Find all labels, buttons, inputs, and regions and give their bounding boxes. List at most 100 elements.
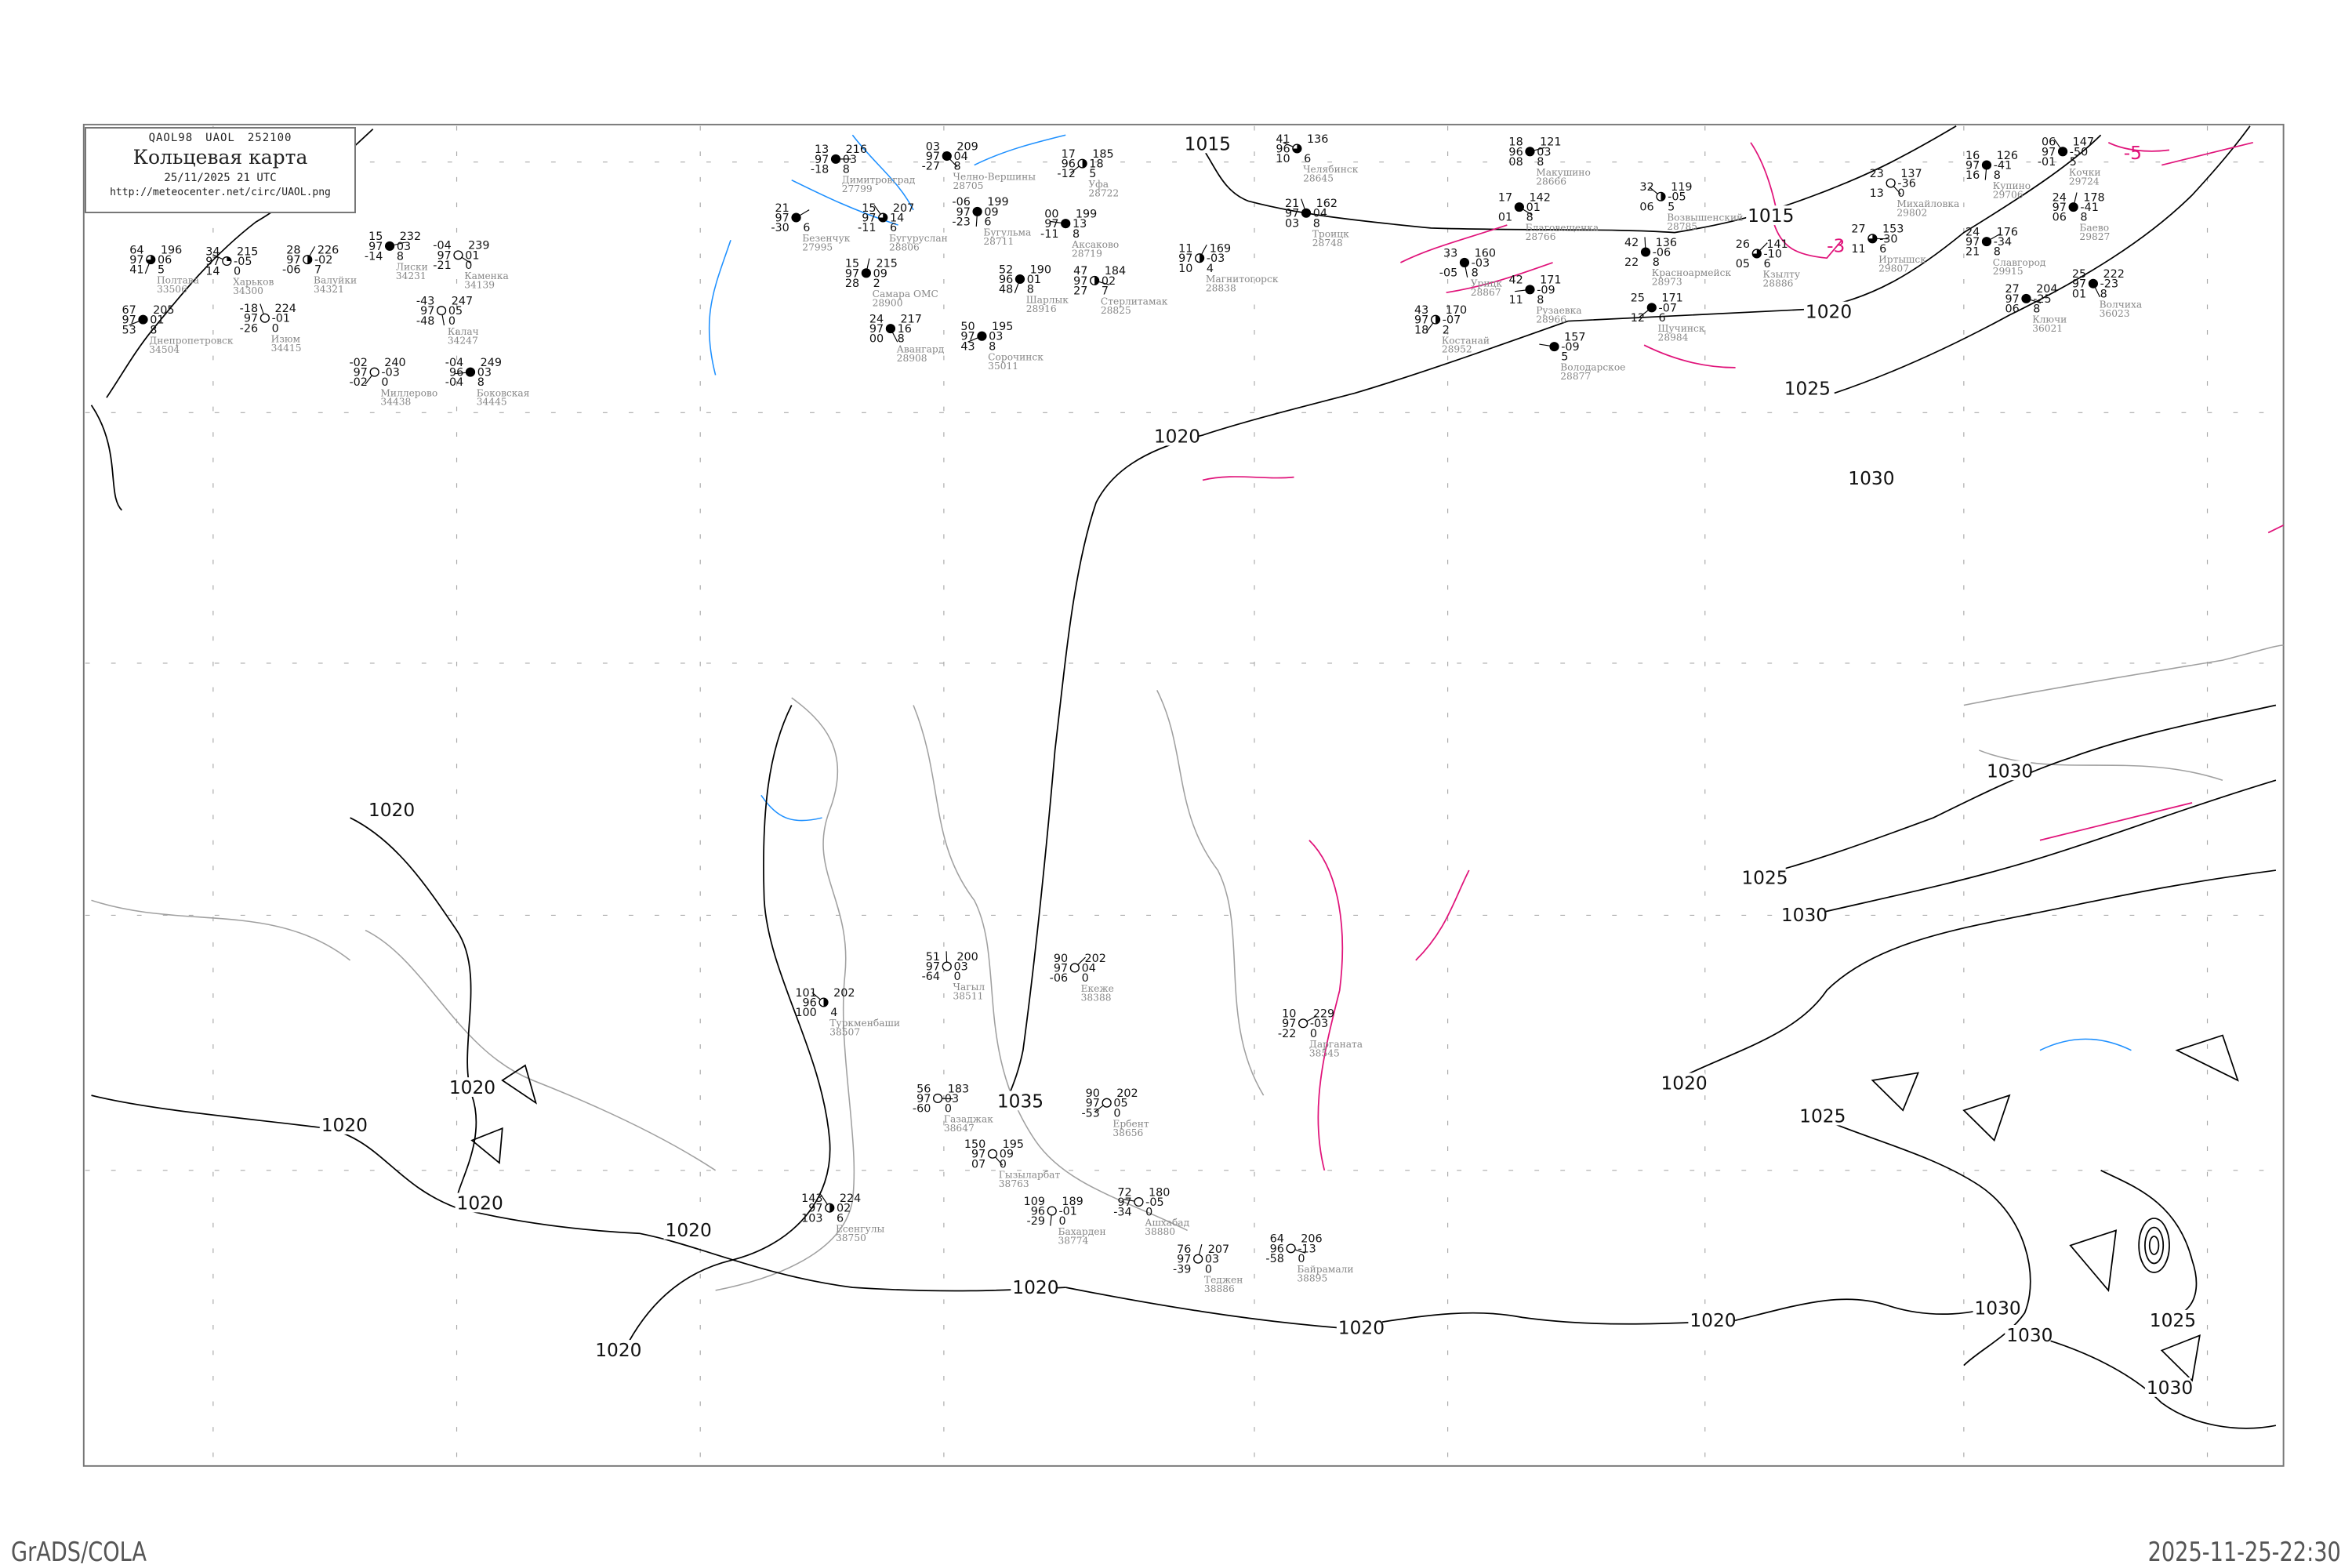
station-value-ml: 97 (956, 206, 971, 219)
station-id: 34445 (477, 397, 507, 408)
station-value-bl: 16 (1965, 169, 1980, 182)
station-value-tl: 32 (1639, 181, 1653, 194)
cloud-cover-fill (1661, 192, 1665, 201)
station-value-tr: 202 (1116, 1087, 1138, 1100)
station-name: Екеже (1081, 983, 1114, 994)
station-value-tl: -18 (240, 303, 258, 315)
isobar-label-bg (1182, 133, 1229, 154)
station-value-ml: 97 (205, 256, 220, 268)
station-value-br: 6 (890, 222, 897, 234)
isotherms (1202, 141, 2285, 1171)
station-value-mr: -41 (1994, 160, 2012, 172)
station-value-br: 7 (314, 264, 321, 277)
cloud-cover-fill (1752, 249, 1762, 258)
station-value-br: 0 (465, 260, 472, 272)
station-value-mr: -06 (1653, 247, 1671, 260)
station-value-br: 0 (1082, 972, 1089, 985)
station-id: 28785 (1667, 221, 1697, 232)
station-value-mr: 13 (1073, 218, 1087, 230)
station-name: Рузаевка (1536, 305, 1581, 316)
station-value-mr: -05 (1668, 191, 1686, 204)
station-name: Троицк (1312, 228, 1349, 239)
cloud-cover-fill (1526, 285, 1534, 294)
station-value-br: 5 (1561, 351, 1568, 364)
coastlines (91, 644, 2284, 1291)
cloud-cover-fill (1460, 258, 1469, 267)
station-value-tl: 109 (1024, 1196, 1045, 1208)
cloud-cover-circle (436, 306, 447, 316)
station-value-ml: 97 (1117, 1196, 1131, 1209)
cloud-cover-fill (1061, 219, 1070, 228)
station-id: 29915 (1993, 266, 2024, 277)
isobar-label: 1030 (2147, 1378, 2193, 1399)
station-name: Авангард (897, 344, 945, 355)
station-value-mr: 02 (1102, 275, 1116, 288)
station-id: 28722 (1088, 188, 1119, 199)
station-value-br: 8 (1027, 284, 1034, 296)
station-value-tr: 240 (384, 357, 405, 369)
station-value-br: 2 (1443, 324, 1450, 336)
isotherm-label: -3 (1827, 237, 1845, 257)
station-value-tr: 224 (274, 303, 296, 315)
station-value-bl: 11 (1508, 294, 1523, 307)
station-value-ml: 96 (449, 367, 463, 379)
isobar-label-bg (1985, 760, 2031, 781)
station-name: Днепропетровск (149, 335, 234, 346)
station-value-br: 6 (984, 216, 991, 229)
station-name: Михайловка (1896, 198, 1959, 209)
station-value-ml: 97 (286, 254, 300, 267)
isobar-label-bg (1336, 1317, 1383, 1338)
station-id: 28825 (1101, 305, 1131, 316)
station-name: Теджен (1204, 1274, 1243, 1285)
station-value-ml: 97 (926, 151, 940, 163)
cloud-cover-circle (1298, 1018, 1308, 1029)
station-id: 38774 (1058, 1236, 1089, 1247)
station-value-ml: 97 (2072, 278, 2086, 291)
station-value-ml: 97 (1178, 252, 1192, 265)
station-id: 34415 (271, 343, 302, 354)
station-value-ml: 97 (2042, 146, 2056, 158)
station-value-tr: 147 (2073, 136, 2094, 149)
station-value-tl: -43 (416, 296, 434, 308)
station-value-tl: 28 (286, 245, 300, 257)
station-name: Лиски (396, 262, 428, 273)
station-value-bl: 07 (971, 1158, 985, 1171)
lat-lon-grid (85, 125, 2282, 1465)
station-value-mr: 03 (397, 241, 411, 253)
station-id: 28867 (1471, 287, 1501, 298)
isobar-label: 1030 (1987, 762, 2033, 782)
station-value-tl: 24 (869, 314, 884, 326)
station-value-bl: 12 (1631, 312, 1645, 325)
station-name: Безенчук (802, 233, 851, 244)
station-name: Есенгулы (836, 1223, 885, 1234)
station-value-tl: 143 (801, 1192, 822, 1205)
station-value-br: 8 (898, 333, 905, 346)
station-name: Красноармейск (1652, 267, 1732, 278)
station-value-tl: 52 (999, 263, 1013, 276)
station-id: 27995 (802, 242, 833, 253)
station-value-br: 6 (837, 1212, 844, 1225)
station-name: Баево (2079, 223, 2109, 234)
station-value-tr: 137 (1900, 168, 1922, 180)
station-value-tl: 25 (1631, 292, 1645, 305)
station-value-mr: -03 (381, 367, 399, 379)
station-value-bl: -27 (922, 161, 940, 173)
station-value-tr: 207 (893, 202, 914, 215)
isobar-label: 1020 (1806, 303, 1852, 323)
station-name: Костанай (1442, 335, 1490, 346)
station-id: 29706 (1993, 190, 2024, 201)
station-id: 28900 (873, 298, 903, 309)
station-value-bl: 28 (845, 278, 859, 290)
station-name: Уфа (1088, 179, 1109, 190)
station-value-tr: 206 (1301, 1233, 1322, 1246)
station-name: Волчиха (2100, 299, 2142, 310)
